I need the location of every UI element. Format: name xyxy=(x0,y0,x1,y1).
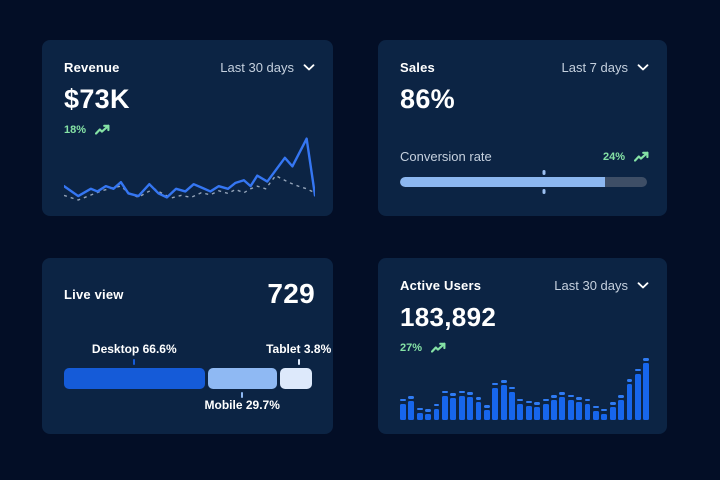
active-users-card: Active Users Last 30 days 183,892 27% xyxy=(378,258,667,434)
bar xyxy=(584,398,591,420)
revenue-range-select[interactable]: Last 30 days xyxy=(220,60,315,75)
revenue-line-chart xyxy=(64,136,315,202)
sales-value: 86% xyxy=(400,84,455,114)
live-view-card: Live view 729 Desktop 66.6% Mobile 29.7% T… xyxy=(42,258,333,434)
segment-tick-desktop xyxy=(133,359,136,365)
bar xyxy=(534,402,541,420)
revenue-line-current xyxy=(64,139,315,198)
revenue-range-label: Last 30 days xyxy=(220,60,294,75)
sales-progress-marker-bottom xyxy=(542,189,546,194)
sales-metric-row: Conversion rate 24% xyxy=(400,149,649,164)
bar xyxy=(425,409,432,420)
bar xyxy=(525,400,532,420)
bar xyxy=(542,398,549,420)
bar xyxy=(592,405,599,420)
live-view-chart: Desktop 66.6% Mobile 29.7% Tablet 3.8% xyxy=(64,342,331,412)
bar xyxy=(400,398,406,420)
sales-card-header: Sales Last 7 days xyxy=(400,60,649,75)
bar xyxy=(509,386,515,420)
segment-tablet xyxy=(280,368,313,389)
revenue-delta-badge: 18% xyxy=(64,124,315,136)
sales-range-select[interactable]: Last 7 days xyxy=(562,60,650,75)
bar xyxy=(483,405,490,420)
active-users-range-label: Last 30 days xyxy=(554,278,628,293)
active-users-delta-badge: 27% xyxy=(400,342,649,354)
bar xyxy=(492,382,499,420)
active-users-card-header: Active Users Last 30 days xyxy=(400,278,649,293)
sales-delta-value: 24% xyxy=(602,150,625,163)
active-users-value: 183,892 xyxy=(400,302,497,332)
bar xyxy=(433,403,440,420)
bar xyxy=(618,395,625,420)
bar xyxy=(634,368,641,420)
active-users-delta-value: 27% xyxy=(400,342,423,354)
bar xyxy=(441,390,448,420)
bar xyxy=(576,397,583,420)
bar xyxy=(458,390,465,420)
chevron-down-icon xyxy=(637,64,649,71)
live-view-card-title: Live view xyxy=(64,286,124,302)
bar xyxy=(609,402,616,420)
live-view-value: 729 xyxy=(267,278,315,309)
bar xyxy=(500,380,507,420)
bar xyxy=(450,393,457,420)
bar xyxy=(517,398,524,420)
sales-card-title: Sales xyxy=(400,60,435,75)
live-view-card-header: Live view 729 xyxy=(64,278,315,310)
bar xyxy=(408,396,415,420)
revenue-delta-value: 18% xyxy=(64,124,87,136)
bar xyxy=(551,395,557,420)
sales-metric-label: Conversion rate xyxy=(400,149,492,164)
sales-card: Sales Last 7 days 86% Conversion rate 24… xyxy=(378,40,667,216)
trend-up-icon xyxy=(634,151,649,162)
active-users-bar-chart xyxy=(400,358,650,420)
segment-desktop xyxy=(64,368,205,389)
revenue-card-title: Revenue xyxy=(64,60,120,75)
bar xyxy=(475,397,482,420)
segment-label-desktop: Desktop 66.6% xyxy=(91,342,177,356)
sales-progress xyxy=(400,170,649,194)
revenue-card-header: Revenue Last 30 days xyxy=(64,60,315,75)
bar xyxy=(601,408,608,420)
segment-mobile xyxy=(207,368,278,389)
active-users-range-select[interactable]: Last 30 days xyxy=(554,278,649,293)
active-users-card-title: Active Users xyxy=(400,278,482,293)
chevron-down-icon xyxy=(637,282,649,289)
sales-progress-fill xyxy=(400,177,605,187)
bar xyxy=(626,379,633,420)
bar xyxy=(559,392,566,420)
chevron-down-icon xyxy=(303,64,315,71)
sales-progress-track xyxy=(400,177,647,187)
bar xyxy=(416,407,423,420)
revenue-line-previous xyxy=(64,176,315,200)
sales-progress-marker-top xyxy=(542,170,546,175)
sales-delta-badge: 24% xyxy=(603,151,649,163)
segment-tick-mobile xyxy=(241,392,244,398)
trend-up-icon xyxy=(95,124,110,135)
segment-label-tablet: Tablet 3.8% xyxy=(266,342,332,356)
revenue-card: Revenue Last 30 days $73K 18% xyxy=(42,40,333,216)
live-view-stacked-bar xyxy=(64,368,313,389)
revenue-value: $73K xyxy=(64,84,130,114)
bar xyxy=(567,394,574,420)
bar xyxy=(643,358,650,420)
segment-tick-tablet xyxy=(297,359,300,365)
trend-up-icon xyxy=(431,342,446,353)
segment-label-mobile: Mobile 29.7% xyxy=(204,398,280,412)
bar xyxy=(467,392,474,420)
sales-range-label: Last 7 days xyxy=(561,60,629,75)
